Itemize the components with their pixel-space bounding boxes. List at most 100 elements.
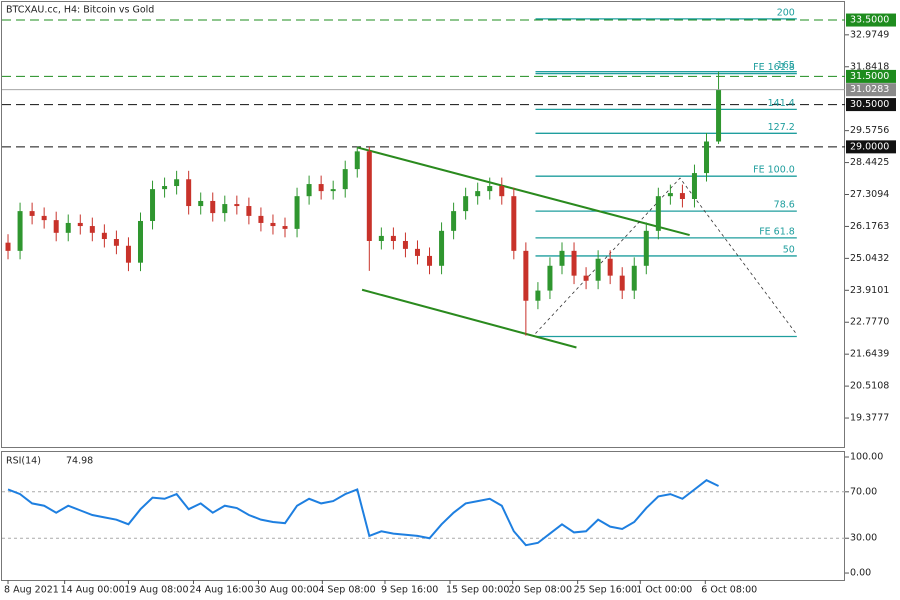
channel-line [357, 146, 690, 237]
candle-body [65, 222, 71, 233]
y-tick-label: 25.0432 [850, 253, 889, 264]
y-tick-label: 31.8418 [850, 61, 889, 72]
candle-body [306, 184, 312, 197]
last-price-box [846, 83, 896, 97]
candle-body [342, 169, 348, 190]
candle-body [101, 232, 107, 240]
rsi-line [7, 479, 719, 547]
rsi-current: 74.98 [66, 456, 93, 467]
level-box [846, 140, 896, 154]
y-tick-label: 70.00 [850, 486, 877, 497]
fibo-label: 141.4 [768, 98, 795, 109]
candle-body [655, 196, 661, 231]
candle-body [125, 245, 131, 263]
fibo-label: 50 [783, 244, 795, 255]
fibo-label: 127.2 [768, 122, 795, 133]
y-tick-label: 28.4425 [850, 157, 889, 168]
level-box [846, 98, 896, 112]
candle-body [282, 226, 288, 229]
x-tick-label: 4 Sep 08:00 [318, 585, 375, 596]
fibo-label: 78.6 [774, 200, 795, 211]
level-label: 30.5000 [850, 99, 889, 110]
candle-body [174, 179, 180, 187]
y-tick-label: 0.00 [850, 568, 871, 579]
x-tick-label: 30 Aug 00:00 [255, 585, 319, 596]
candle-body [463, 196, 469, 212]
y-tick-label: 21.6439 [850, 349, 889, 360]
candle-body [607, 258, 613, 276]
y-tick-label: 29.5756 [850, 125, 889, 136]
rsi-title: RSI(14) [6, 456, 41, 467]
candle-body [716, 89, 722, 142]
candle-body [511, 196, 517, 251]
y-tick-label: 22.7770 [850, 317, 889, 328]
x-tick-label: 9 Sep 16:00 [381, 585, 438, 596]
x-tick-label: 25 Sep 16:00 [574, 585, 637, 596]
x-tick-label: 8 Aug 2021 [4, 585, 59, 596]
candle-body [366, 151, 372, 241]
candle-body [234, 204, 240, 207]
candle-body [210, 200, 216, 214]
candle-body [113, 239, 119, 246]
candle-body [547, 265, 553, 291]
candle-body [270, 222, 276, 227]
last-price-label: 31.0283 [850, 84, 889, 95]
candle-body [704, 141, 710, 174]
rsi-pane [1, 451, 845, 581]
price-pane [1, 1, 845, 448]
x-tick-label: 14 Aug 00:00 [61, 585, 125, 596]
candle-body [53, 220, 59, 233]
candle-body [571, 250, 577, 276]
x-tick-label: 19 Aug 08:00 [124, 585, 188, 596]
level-box [846, 69, 896, 83]
fibo-label: FE 100.0 [753, 165, 795, 176]
channel-line [361, 288, 577, 349]
candle-body [41, 215, 47, 221]
fibo-label: 200 [777, 7, 795, 18]
candle-body [137, 220, 143, 263]
x-tick-label: 24 Aug 16:00 [189, 585, 253, 596]
candle-body [29, 211, 35, 216]
candle-body [318, 184, 324, 192]
candle-body [643, 230, 649, 266]
candle-body [77, 222, 83, 227]
candle-body [691, 173, 697, 199]
y-tick-label: 100.00 [850, 451, 883, 462]
candle-body [451, 211, 457, 231]
candle-body [535, 290, 541, 301]
x-tick-label: 20 Sep 08:00 [509, 585, 572, 596]
level-box [846, 13, 896, 27]
candle-body [222, 204, 228, 214]
candle-body [378, 235, 384, 241]
y-tick-label: 32.9749 [850, 29, 889, 40]
candle-body [667, 193, 673, 197]
candle-body [402, 240, 408, 249]
candle-body [162, 186, 168, 190]
level-label: 33.5000 [850, 15, 889, 26]
candle-body [186, 179, 192, 207]
candle-body [390, 235, 396, 241]
candle-body [679, 193, 685, 199]
level-label: 29.0000 [850, 141, 889, 152]
candle-body [17, 211, 23, 251]
candle-body [499, 186, 505, 197]
chart-title: BTCXAU.cc, H4: Bitcoin vs Gold [6, 5, 154, 16]
candle-body [294, 196, 300, 229]
y-tick-label: 26.1763 [850, 221, 889, 232]
candle-body [559, 250, 565, 266]
candle-body [354, 151, 360, 170]
x-tick-label: 1 Oct 00:00 [636, 585, 692, 596]
candle-body [414, 248, 420, 256]
candle-body [619, 275, 625, 291]
candle-body [523, 250, 529, 301]
candle-body [5, 242, 11, 251]
fibo-label: FE 161.8 [753, 62, 795, 73]
candle-body [150, 189, 156, 221]
candle-body [631, 265, 637, 291]
candle-body [89, 226, 95, 233]
candle-body [246, 206, 252, 216]
projection-line [535, 177, 798, 335]
y-tick-label: 27.3094 [850, 189, 889, 200]
candle-body [487, 186, 493, 192]
